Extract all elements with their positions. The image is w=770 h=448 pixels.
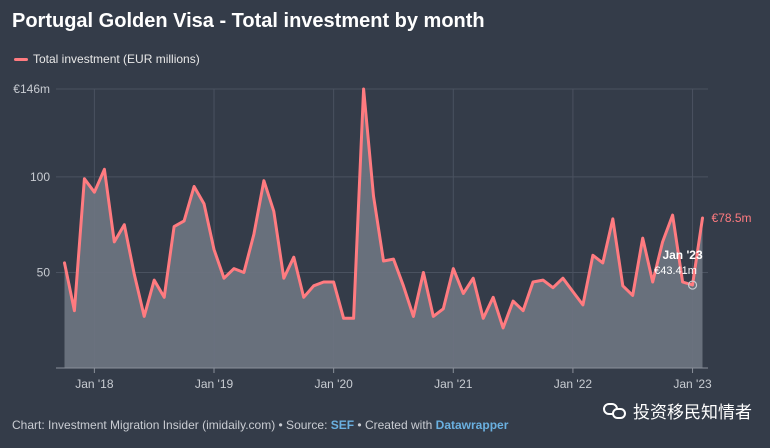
data-point — [102, 167, 106, 171]
data-point — [401, 284, 405, 288]
data-point — [342, 316, 346, 320]
data-point — [491, 295, 495, 299]
data-point — [461, 292, 465, 296]
legend-label: Total investment (EUR millions) — [33, 52, 200, 66]
data-point — [132, 272, 136, 276]
chart-title: Portugal Golden Visa - Total investment … — [12, 10, 485, 32]
data-point — [631, 293, 635, 297]
data-point — [511, 299, 515, 303]
x-tick-label: Jan '18 — [75, 377, 114, 391]
data-point — [182, 219, 186, 223]
data-point — [152, 278, 156, 282]
data-point — [451, 267, 455, 271]
data-point — [691, 283, 695, 287]
data-point — [372, 194, 376, 198]
data-point — [122, 223, 126, 227]
data-point — [242, 271, 246, 275]
data-point — [322, 280, 326, 284]
data-point — [621, 284, 625, 288]
data-point — [571, 290, 575, 294]
data-point — [162, 295, 166, 299]
x-tick-label: Jan '19 — [195, 377, 234, 391]
data-point — [551, 286, 555, 290]
data-point — [471, 276, 475, 280]
y-tick-label: 100 — [30, 170, 50, 184]
x-tick-label: Jan '20 — [314, 377, 353, 391]
data-point — [501, 326, 505, 330]
data-point — [561, 276, 565, 280]
annotation-value-label: €43.41m — [654, 265, 697, 277]
data-point — [661, 240, 665, 244]
data-point — [252, 232, 256, 236]
legend: Total investment (EUR millions) — [14, 52, 200, 66]
data-point — [392, 257, 396, 261]
datawrapper-link[interactable]: Datawrapper — [435, 418, 509, 432]
y-tick-label: 50 — [37, 265, 51, 279]
x-tick-label: Jan '23 — [673, 377, 712, 391]
data-point — [362, 87, 366, 91]
data-point — [82, 177, 86, 181]
legend-swatch — [14, 57, 28, 61]
data-point — [681, 280, 685, 284]
source-link[interactable]: SEF — [330, 418, 355, 432]
data-point — [212, 248, 216, 252]
data-point — [142, 314, 146, 318]
data-point — [581, 303, 585, 307]
data-point — [63, 261, 67, 265]
data-point — [272, 209, 276, 213]
data-point — [312, 284, 316, 288]
data-point — [481, 316, 485, 320]
data-point — [282, 276, 286, 280]
annotation-date-label: Jan '23 — [662, 248, 703, 262]
data-point — [202, 202, 206, 206]
data-point — [671, 213, 675, 217]
footer-middle: • Created with — [354, 418, 436, 432]
wechat-icon — [603, 402, 627, 420]
data-point — [112, 240, 116, 244]
data-point — [601, 261, 605, 265]
data-point — [591, 253, 595, 257]
data-point — [332, 280, 336, 284]
data-point — [292, 255, 296, 259]
x-tick-label: Jan '22 — [554, 377, 593, 391]
data-point — [421, 271, 425, 275]
watermark: 投资移民知情者 — [603, 398, 752, 423]
footer-prefix: Chart: Investment Migration Insider (imi… — [12, 418, 331, 432]
data-point — [192, 185, 196, 189]
series-area — [64, 89, 703, 368]
data-point — [352, 316, 356, 320]
data-point — [431, 314, 435, 318]
end-value-label: €78.5m — [712, 211, 752, 225]
data-point — [701, 216, 705, 220]
data-point — [611, 217, 615, 221]
data-point — [302, 295, 306, 299]
data-point — [641, 236, 645, 240]
data-point — [651, 280, 655, 284]
data-point — [222, 276, 226, 280]
data-point — [441, 307, 445, 311]
data-point — [531, 280, 535, 284]
data-point — [232, 267, 236, 271]
data-point — [72, 309, 76, 313]
annotation-marker — [687, 280, 698, 290]
data-point — [382, 259, 386, 263]
series-line — [63, 87, 704, 330]
data-point — [172, 225, 176, 229]
data-point — [262, 179, 266, 183]
data-point — [521, 309, 525, 313]
x-tick-label: Jan '21 — [434, 377, 473, 391]
data-point — [411, 314, 415, 318]
data-point — [541, 278, 545, 282]
chart-footer: Chart: Investment Migration Insider (imi… — [12, 418, 508, 432]
data-point — [92, 190, 96, 194]
watermark-text: 投资移民知情者 — [633, 403, 752, 422]
y-tick-label: €146m — [13, 82, 50, 96]
